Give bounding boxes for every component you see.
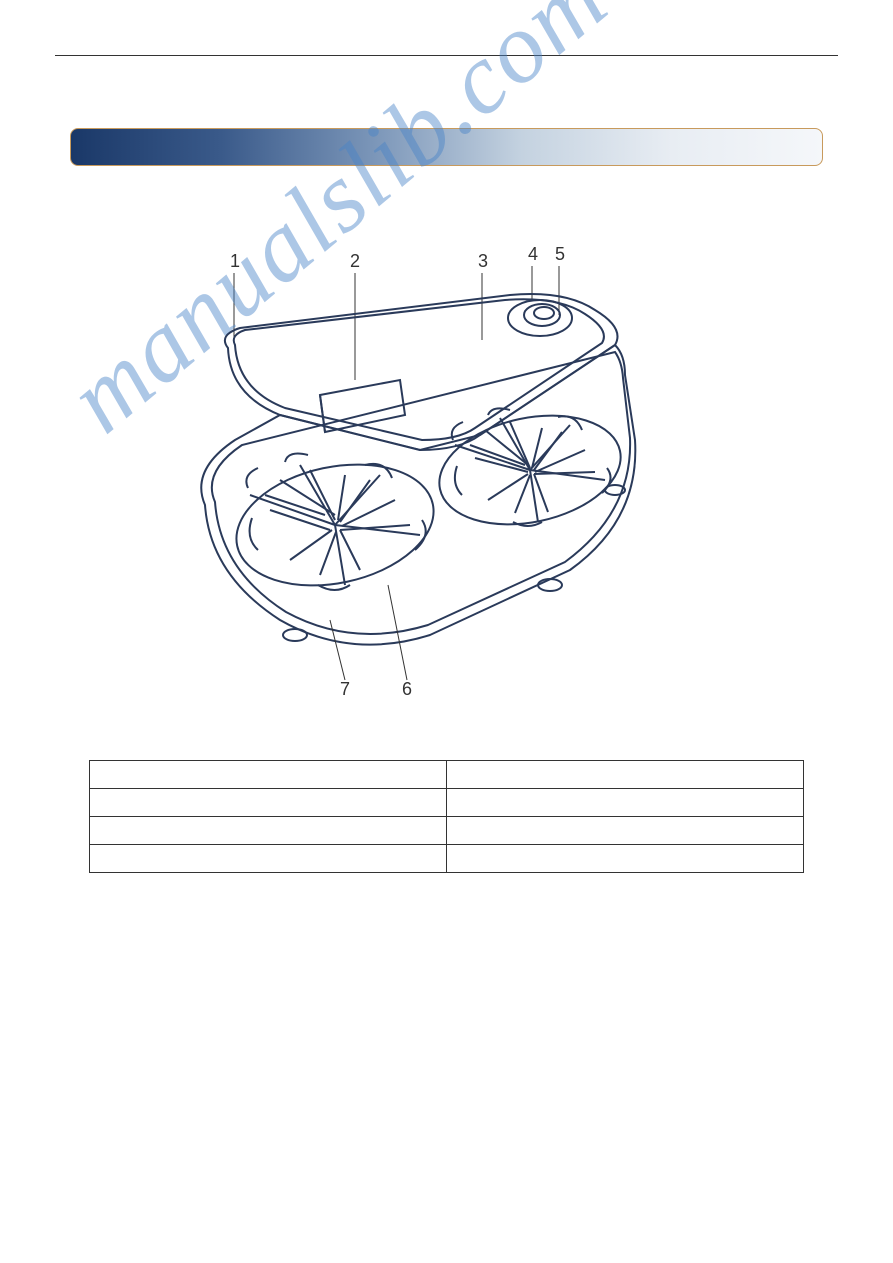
table-cell (90, 789, 447, 817)
label-6: 6 (402, 679, 412, 699)
table-cell (90, 817, 447, 845)
label-7: 7 (340, 679, 350, 699)
table-row (90, 817, 804, 845)
table-row (90, 761, 804, 789)
label-2: 2 (350, 251, 360, 271)
table-cell (447, 845, 804, 873)
label-1: 1 (230, 251, 240, 271)
label-3: 3 (478, 251, 488, 271)
table-row (90, 789, 804, 817)
waffle-maker-drawing (201, 294, 635, 645)
top-rule (55, 55, 838, 56)
table-cell (447, 789, 804, 817)
table-cell (447, 761, 804, 789)
table-cell (90, 845, 447, 873)
table-row (90, 845, 804, 873)
product-diagram: 1 2 3 4 5 (170, 240, 720, 710)
label-5: 5 (555, 244, 565, 264)
parts-identification-table (89, 760, 804, 873)
label-4: 4 (528, 244, 538, 264)
table-cell (90, 761, 447, 789)
table-cell (447, 817, 804, 845)
section-header-bar (70, 128, 823, 166)
callout-line-7 (330, 620, 345, 680)
